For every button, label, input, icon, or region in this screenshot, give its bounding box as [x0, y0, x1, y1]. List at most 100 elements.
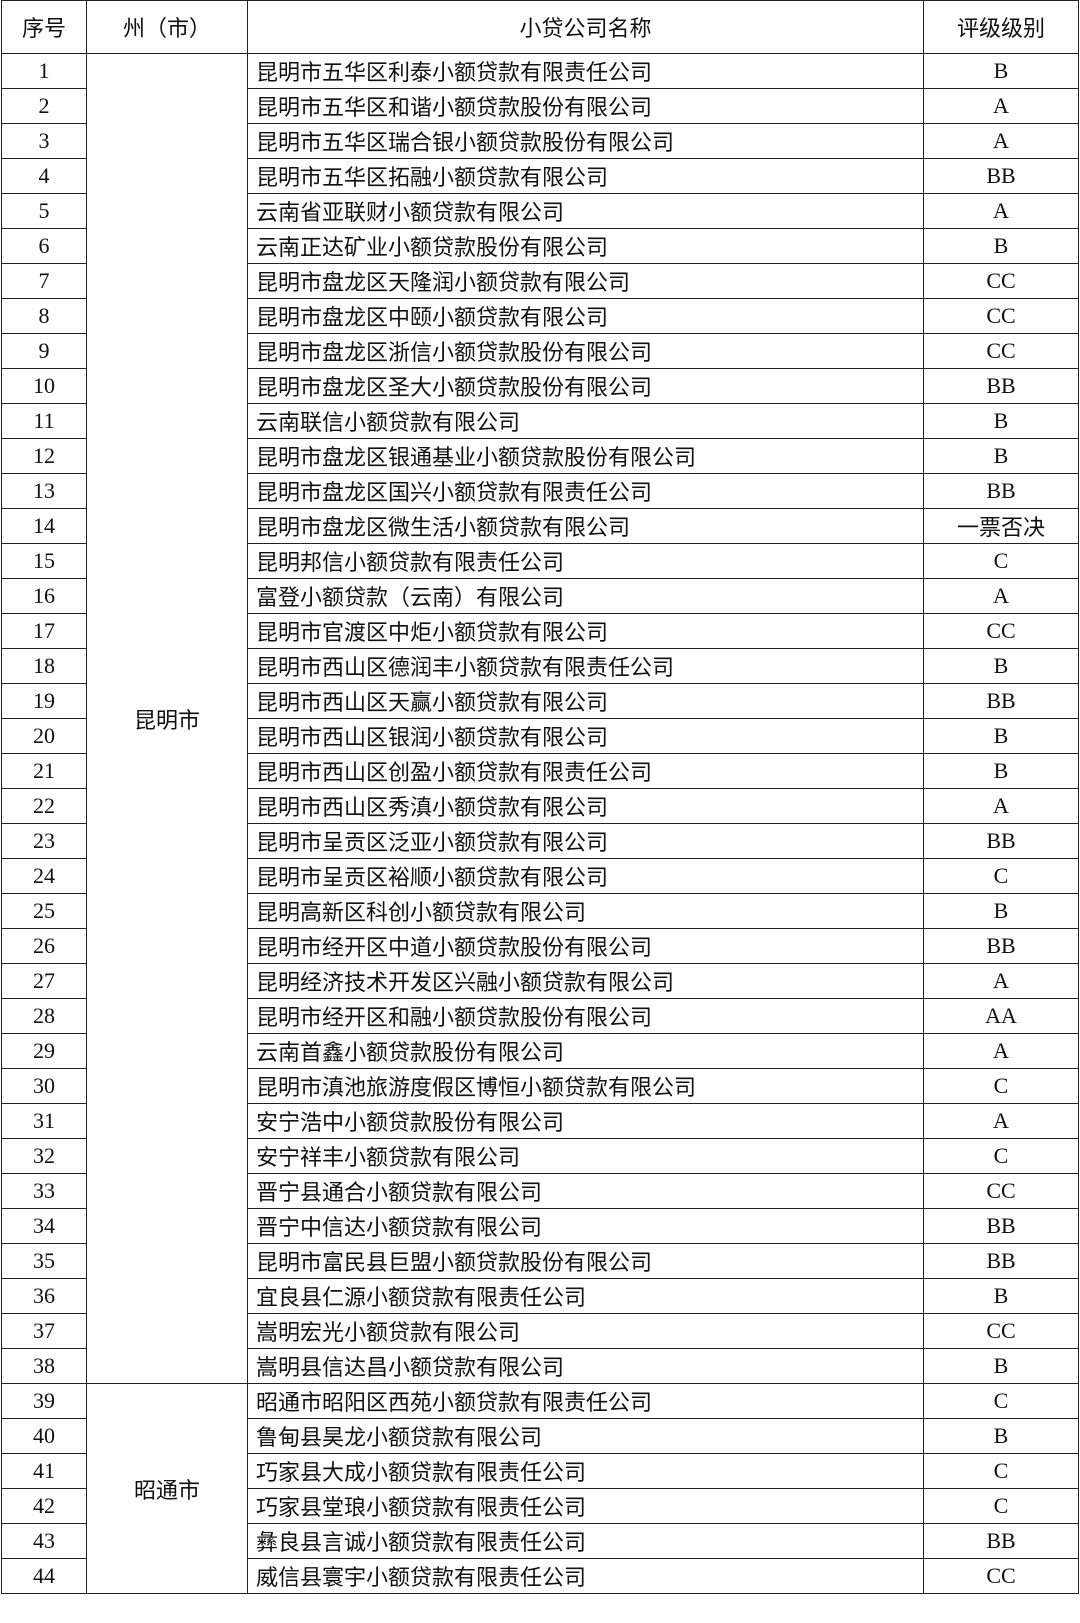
table-row: 31 安宁浩中小额贷款股份有限公司 A	[1, 1103, 1079, 1139]
table-row: 21 昆明市西山区创盈小额贷款有限责任公司 B	[1, 753, 1079, 789]
row-number: 27	[1, 963, 87, 999]
row-number: 22	[1, 788, 87, 824]
table-row: 37 嵩明宏光小额贷款有限公司 CC	[1, 1313, 1079, 1349]
table-row: 8 昆明市盘龙区中颐小额贷款有限公司 CC	[1, 298, 1079, 334]
table-row: 32 安宁祥丰小额贷款有限公司 C	[1, 1138, 1079, 1174]
rating: A	[923, 578, 1079, 614]
rating: BB	[923, 368, 1079, 404]
rating: BB	[923, 1523, 1079, 1559]
row-number: 44	[1, 1558, 87, 1594]
table-row: 23 昆明市呈贡区泛亚小额贷款有限公司 BB	[1, 823, 1079, 859]
rating: A	[923, 123, 1079, 159]
rating: A	[923, 1033, 1079, 1069]
company-name: 晋宁中信达小额贷款有限公司	[247, 1208, 924, 1244]
table-row: 35 昆明市富民县巨盟小额贷款股份有限公司 BB	[1, 1243, 1079, 1279]
company-name: 昆明经济技术开发区兴融小额贷款有限公司	[247, 963, 924, 999]
rating: A	[923, 193, 1079, 229]
company-name: 昆明市西山区德润丰小额贷款有限责任公司	[247, 648, 924, 684]
company-name: 晋宁县通合小额贷款有限公司	[247, 1173, 924, 1209]
rating: BB	[923, 1243, 1079, 1279]
table-row: 9 昆明市盘龙区浙信小额贷款股份有限公司 CC	[1, 333, 1079, 369]
row-number: 25	[1, 893, 87, 929]
company-name: 鲁甸县昊龙小额贷款有限公司	[247, 1418, 924, 1454]
table-row: 11 云南联信小额贷款有限公司 B	[1, 403, 1079, 439]
row-number: 10	[1, 368, 87, 404]
company-name: 昆明市经开区中道小额贷款股份有限公司	[247, 928, 924, 964]
row-number: 6	[1, 228, 87, 264]
rating: C	[923, 1488, 1079, 1524]
table-row: 17 昆明市官渡区中炬小额贷款有限公司 CC	[1, 613, 1079, 649]
table-row: 16 富登小额贷款（云南）有限公司 A	[1, 578, 1079, 614]
company-name: 安宁浩中小额贷款股份有限公司	[247, 1103, 924, 1139]
header-cell: 州（市）	[86, 0, 248, 54]
row-number: 4	[1, 158, 87, 194]
company-name: 昆明市五华区拓融小额贷款有限公司	[247, 158, 924, 194]
row-number: 41	[1, 1453, 87, 1489]
row-number: 12	[1, 438, 87, 474]
row-number: 38	[1, 1348, 87, 1384]
table-row: 6 云南正达矿业小额贷款股份有限公司 B	[1, 228, 1079, 264]
row-number: 14	[1, 508, 87, 544]
header-cell: 小贷公司名称	[247, 0, 924, 54]
company-name: 昆明市西山区秀滇小额贷款有限公司	[247, 788, 924, 824]
rating: B	[923, 438, 1079, 474]
rating: CC	[923, 613, 1079, 649]
rating: B	[923, 403, 1079, 439]
rating: B	[923, 1418, 1079, 1454]
rating: C	[923, 543, 1079, 579]
table-row: 38 嵩明县信达昌小额贷款有限公司 B	[1, 1348, 1079, 1384]
company-name: 昆明市经开区和融小额贷款股份有限公司	[247, 998, 924, 1034]
rating: CC	[923, 1558, 1079, 1594]
row-number: 24	[1, 858, 87, 894]
company-name: 云南首鑫小额贷款股份有限公司	[247, 1033, 924, 1069]
rating: CC	[923, 298, 1079, 334]
company-name: 昆明高新区科创小额贷款有限公司	[247, 893, 924, 929]
rating: BB	[923, 928, 1079, 964]
company-name: 昆明市西山区创盈小额贷款有限责任公司	[247, 753, 924, 789]
table-row: 27 昆明经济技术开发区兴融小额贷款有限公司 A	[1, 963, 1079, 999]
company-name: 彝良县言诚小额贷款有限责任公司	[247, 1523, 924, 1559]
table-row: 44 威信县寰宇小额贷款有限责任公司 CC	[1, 1558, 1079, 1594]
company-name: 昆明市盘龙区浙信小额贷款股份有限公司	[247, 333, 924, 369]
rating: B	[923, 228, 1079, 264]
company-name: 昆明市盘龙区银通基业小额贷款股份有限公司	[247, 438, 924, 474]
rating: C	[923, 1138, 1079, 1174]
company-name: 昆明市盘龙区圣大小额贷款股份有限公司	[247, 368, 924, 404]
rating: C	[923, 1068, 1079, 1104]
table-row: 24 昆明市呈贡区裕顺小额贷款有限公司 C	[1, 858, 1079, 894]
rating: B	[923, 53, 1079, 89]
rating: B	[923, 648, 1079, 684]
row-number: 9	[1, 333, 87, 369]
rating: BB	[923, 683, 1079, 719]
row-number: 28	[1, 998, 87, 1034]
row-number: 39	[1, 1383, 87, 1419]
row-number: 1	[1, 53, 87, 89]
company-name: 昆明市盘龙区微生活小额贷款有限公司	[247, 508, 924, 544]
company-name: 嵩明县信达昌小额贷款有限公司	[247, 1348, 924, 1384]
rating: BB	[923, 158, 1079, 194]
row-number: 11	[1, 403, 87, 439]
region-cell: 昆明市	[86, 53, 248, 1384]
row-number: 18	[1, 648, 87, 684]
table-row: 29 云南首鑫小额贷款股份有限公司 A	[1, 1033, 1079, 1069]
company-name: 巧家县大成小额贷款有限责任公司	[247, 1453, 924, 1489]
table-row: 18 昆明市西山区德润丰小额贷款有限责任公司 B	[1, 648, 1079, 684]
company-name: 昆明市富民县巨盟小额贷款股份有限公司	[247, 1243, 924, 1279]
company-name: 巧家县堂琅小额贷款有限责任公司	[247, 1488, 924, 1524]
row-number: 31	[1, 1103, 87, 1139]
row-number: 42	[1, 1488, 87, 1524]
rating: CC	[923, 1173, 1079, 1209]
table-row: 30 昆明市滇池旅游度假区博恒小额贷款有限公司 C	[1, 1068, 1079, 1104]
company-name: 云南正达矿业小额贷款股份有限公司	[247, 228, 924, 264]
company-name: 云南联信小额贷款有限公司	[247, 403, 924, 439]
row-number: 35	[1, 1243, 87, 1279]
rating: B	[923, 1348, 1079, 1384]
rating: CC	[923, 1313, 1079, 1349]
row-number: 37	[1, 1313, 87, 1349]
company-name: 昆明市官渡区中炬小额贷款有限公司	[247, 613, 924, 649]
table-row: 36 宜良县仁源小额贷款有限责任公司 B	[1, 1278, 1079, 1314]
company-name: 昆明市西山区银润小额贷款有限公司	[247, 718, 924, 754]
row-number: 32	[1, 1138, 87, 1174]
company-name: 富登小额贷款（云南）有限公司	[247, 578, 924, 614]
